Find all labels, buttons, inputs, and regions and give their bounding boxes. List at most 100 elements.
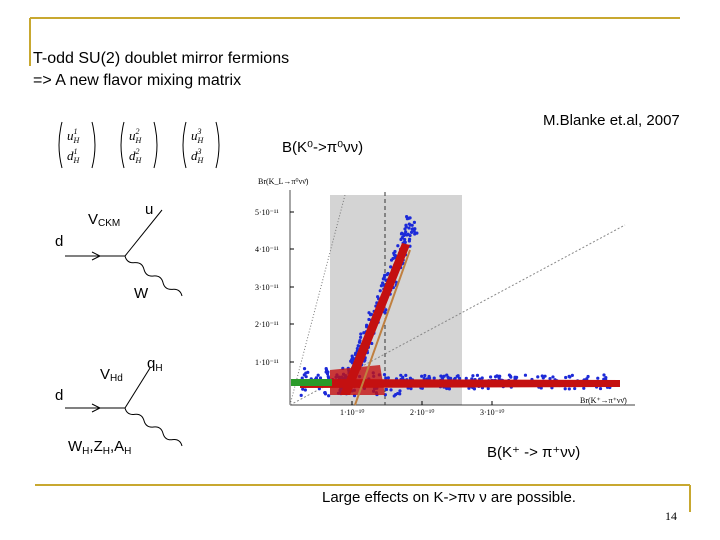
quark-symbol: d1 H <box>67 147 81 165</box>
quark-letter: d <box>129 148 136 163</box>
generation: 1 <box>74 147 78 156</box>
point <box>376 295 380 299</box>
point <box>497 376 501 381</box>
quark-symbol: u1 H <box>67 127 81 145</box>
tag: H <box>73 156 81 165</box>
point <box>314 376 318 380</box>
point <box>392 394 396 398</box>
quark-symbol: u3 H <box>191 127 205 145</box>
point <box>404 230 408 234</box>
y-tick-label: 5·10⁻¹¹ <box>255 208 279 217</box>
bracket <box>120 121 125 169</box>
y-tick-label: 3·10⁻¹¹ <box>255 283 279 292</box>
point <box>408 233 412 238</box>
point <box>457 376 462 380</box>
title-line: T-odd SU(2) doublet mirror fermions <box>33 50 289 67</box>
point-cloud <box>291 379 332 386</box>
quark-doublets: u1 Hd1 Hu2 Hd2 Hu3 Hd3 H <box>58 121 220 169</box>
axis-label: Br(K_L→π⁰νν̄) <box>258 177 309 186</box>
point <box>480 376 484 380</box>
tag: H <box>73 136 81 145</box>
plot-top-label: B(K⁰->π⁰νν) <box>282 139 363 156</box>
tag: H <box>197 156 205 165</box>
point <box>355 346 359 351</box>
point <box>475 373 480 377</box>
point <box>523 373 528 377</box>
point <box>410 223 414 227</box>
x-tick-label: 1·10⁻¹⁰ <box>340 408 365 417</box>
point <box>382 310 387 314</box>
point <box>471 374 475 378</box>
coupling-label: VCKM <box>88 211 120 229</box>
point <box>570 373 574 378</box>
bracket <box>91 121 96 169</box>
point <box>404 223 408 227</box>
quark-letter: d <box>191 148 198 163</box>
trend <box>354 249 411 406</box>
plot-bottom-label: B(K⁺ -> π⁺νν) <box>487 444 580 461</box>
point <box>486 386 490 391</box>
point <box>493 375 498 379</box>
point <box>382 275 386 279</box>
point <box>586 374 590 379</box>
point <box>563 387 567 391</box>
point <box>439 374 443 378</box>
feynman-diagram <box>65 209 183 447</box>
bracket <box>153 121 158 169</box>
point <box>548 376 552 381</box>
point <box>403 232 407 237</box>
quark-letter: u <box>67 128 74 143</box>
quark-symbol: u2 H <box>129 127 143 145</box>
point <box>299 393 303 397</box>
point <box>378 289 382 293</box>
point <box>359 332 363 336</box>
point <box>582 386 586 390</box>
point <box>420 374 424 378</box>
point <box>472 387 477 391</box>
point <box>464 376 468 380</box>
point <box>409 230 414 234</box>
boson-label: W <box>134 285 149 302</box>
quark-letter: u <box>129 128 136 143</box>
title-line: => A new flavor mixing matrix <box>33 72 241 89</box>
point <box>324 370 328 374</box>
point <box>415 231 419 235</box>
y-tick-label: 4·10⁻¹¹ <box>255 245 279 254</box>
point <box>567 374 571 378</box>
point <box>400 231 404 235</box>
point <box>318 376 323 380</box>
point <box>409 387 413 391</box>
point <box>408 376 413 380</box>
point <box>541 376 545 380</box>
axis-label: Br(K⁺→π⁺νν̄) <box>580 396 627 405</box>
x-tick-label: 3·10⁻¹⁰ <box>480 408 505 417</box>
point <box>564 375 568 380</box>
generation: 2 <box>136 127 140 136</box>
point <box>359 335 363 339</box>
point <box>489 375 493 379</box>
point <box>379 284 384 288</box>
point <box>370 341 374 346</box>
point <box>412 220 417 224</box>
point-cloud <box>330 365 385 395</box>
scatter-points <box>291 215 620 406</box>
generation: 3 <box>197 147 202 156</box>
point-cloud <box>340 243 410 395</box>
point <box>407 226 411 230</box>
point <box>317 387 321 391</box>
point <box>389 388 393 392</box>
point <box>405 217 409 221</box>
point <box>567 387 571 391</box>
point <box>365 323 369 327</box>
bound-line <box>289 224 626 406</box>
point <box>396 244 400 248</box>
point <box>551 375 555 379</box>
point <box>407 222 411 226</box>
point <box>507 373 512 377</box>
point <box>392 253 396 257</box>
point <box>326 376 331 380</box>
point <box>316 373 320 377</box>
point <box>408 216 412 220</box>
